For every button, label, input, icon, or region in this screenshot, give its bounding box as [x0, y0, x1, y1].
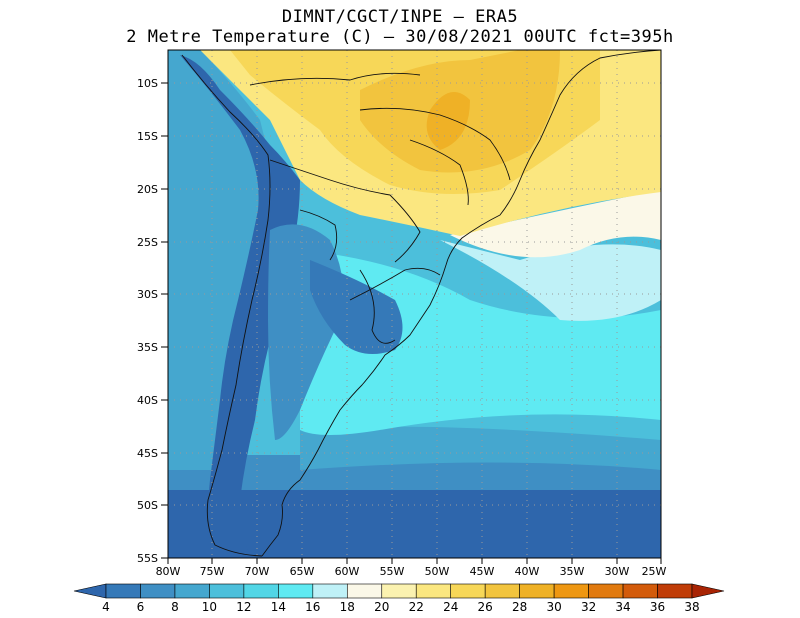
colorbar-label: 10: [202, 600, 217, 614]
lon-tick-label: 80W: [156, 565, 181, 578]
colorbar-segment: [346, 583, 383, 599]
lat-tick-label: 15S: [137, 130, 158, 143]
lon-tick-label: 50W: [425, 565, 450, 578]
colorbar-label: 12: [236, 600, 251, 614]
colorbar-label: 14: [271, 600, 286, 614]
colorbar-label: 8: [171, 600, 179, 614]
lat-lon-grid: [167, 50, 661, 558]
colorbar-label: 22: [409, 600, 424, 614]
lon-tick-label: 30W: [605, 565, 630, 578]
lat-tick-label: 25S: [137, 236, 158, 249]
colorbar-label: 20: [374, 600, 389, 614]
colorbar-segment: [243, 583, 279, 599]
lon-tick-label: 75W: [200, 565, 225, 578]
colorbar-segment: [657, 583, 693, 599]
colorbar-label: 38: [684, 600, 699, 614]
lat-tick-label: 50S: [137, 499, 158, 512]
colorbar-label: 30: [546, 600, 561, 614]
colorbar-segment: [140, 583, 176, 599]
colorbar-arrow-low: [73, 583, 107, 599]
colorbar-label: 4: [102, 600, 110, 614]
colorbar-label: 26: [478, 600, 493, 614]
map-title-line-2: 2 Metre Temperature (C) – 30/08/2021 00U…: [126, 27, 674, 47]
colorbar: 4 6 8 10 12 14 16 18 20 22 24 26 28 30 32 34 36 38: [73, 583, 725, 614]
colorbar-label: 16: [305, 600, 320, 614]
temperature-field: [168, 50, 661, 558]
lat-tick-label: 10S: [137, 77, 158, 90]
colorbar-segment: [278, 583, 314, 599]
colorbar-segment: [381, 583, 417, 599]
lat-tick-label: 45S: [137, 447, 158, 460]
colorbar-label: 18: [340, 600, 355, 614]
colorbar-segment: [450, 583, 486, 599]
colorbar-segment: [622, 583, 658, 599]
plot-frame: [167, 49, 662, 559]
lon-tick-label: 40W: [515, 565, 540, 578]
colorbar-label: 34: [615, 600, 630, 614]
lon-tick-label: 60W: [335, 565, 360, 578]
lat-tick-label: 55S: [137, 552, 158, 565]
map-title-line-1: DIMNT/CGCT/INPE – ERA5: [281, 7, 519, 27]
lon-tick-label: 35W: [560, 565, 585, 578]
lat-tick-label: 20S: [137, 183, 158, 196]
colorbar-segment: [588, 583, 624, 599]
colorbar-label: 6: [137, 600, 145, 614]
lon-tick-label: 45W: [470, 565, 495, 578]
lat-tick-label: 35S: [137, 341, 158, 354]
colorbar-arrow-high: [691, 583, 725, 599]
colorbar-label: 32: [581, 600, 596, 614]
colorbar-segment: [553, 583, 589, 599]
lat-tick-label: 40S: [137, 394, 158, 407]
colorbar-segment: [519, 583, 555, 599]
colorbar-segment: [415, 583, 452, 599]
coastlines-and-borders: [181, 50, 661, 557]
colorbar-label: 24: [443, 600, 458, 614]
colorbar-segment: [484, 583, 520, 599]
colorbar-segment: [105, 583, 141, 599]
lon-tick-label: 65W: [290, 565, 315, 578]
lon-tick-label: 55W: [380, 565, 405, 578]
colorbar-label: 36: [650, 600, 665, 614]
colorbar-segment: [174, 583, 210, 599]
lat-tick-label: 30S: [137, 288, 158, 301]
lon-tick-label: 25W: [642, 565, 667, 578]
colorbar-segment: [209, 583, 245, 599]
colorbar-segment: [312, 583, 348, 599]
colorbar-label: 28: [512, 600, 527, 614]
lon-tick-label: 70W: [245, 565, 270, 578]
